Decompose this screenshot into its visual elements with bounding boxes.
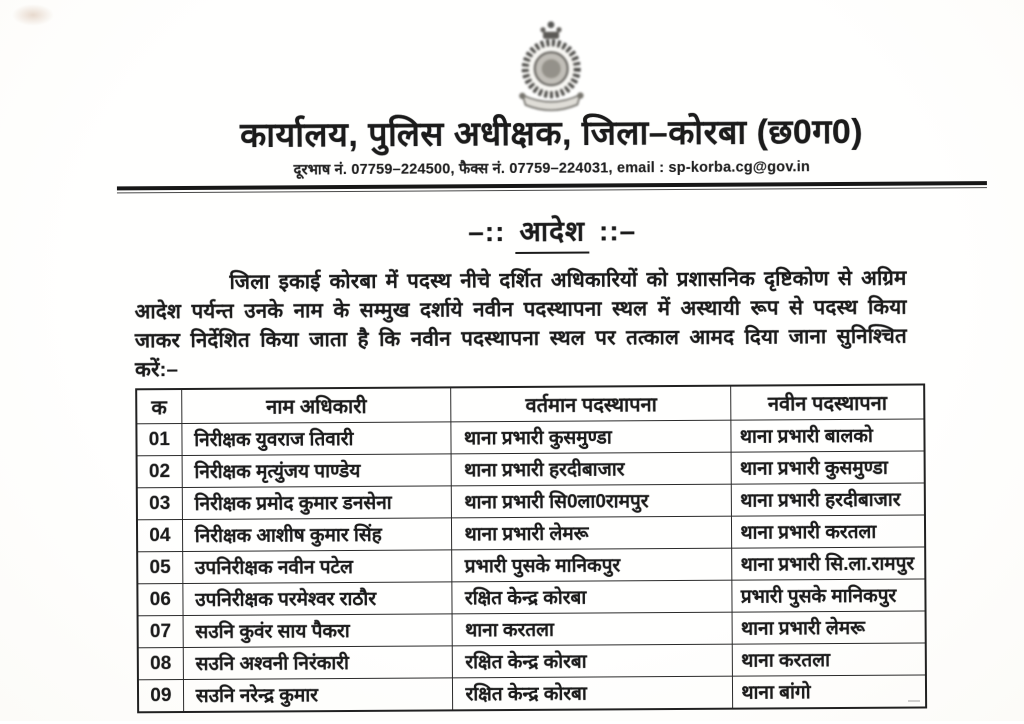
cell-current-posting: रक्षित केन्द्र कोरबा (452, 676, 733, 711)
cell-serial: 04 (136, 519, 183, 552)
cell-officer-name: सउनि नरेन्द्र कुमार (183, 677, 454, 713)
cell-serial: 06 (137, 583, 183, 616)
contact-line: दूरभाष नं. 07759–224500, फैक्स नं. 07759… (293, 158, 811, 179)
table-row: 01 निरीक्षक युवराज तिवारी थाना प्रभारी क… (136, 418, 925, 456)
header-divider (116, 180, 987, 194)
cell-serial: 05 (137, 551, 183, 584)
cell-new-posting: थाना प्रभारी कुसमुण्डा (731, 450, 925, 485)
cell-officer-name: उपनिरीक्षक नवीन पटेल (182, 549, 453, 584)
cell-new-posting: थाना प्रभारी लेमरू (732, 610, 926, 645)
col-header-serial: क (136, 389, 182, 424)
cell-officer-name: सउनि अश्वनी निरंकारी (182, 645, 453, 680)
cell-new-posting: थाना प्रभारी सि.ला.रामपुर (731, 546, 926, 581)
police-emblem-icon (116, 5, 987, 112)
cell-new-posting: थाना प्रभारी बालको (731, 418, 925, 453)
cell-current-posting: थाना प्रभारी सि0ला0रामपुर (451, 484, 732, 518)
table-row: 05 उपनिरीक्षक नवीन पटेल प्रभारी पुसके मा… (137, 546, 926, 584)
scan-artifact (908, 700, 920, 702)
cell-serial: 09 (137, 679, 184, 713)
table-row: 06 उपनिरीक्षक परमेश्वर राठौर रक्षित केन्… (137, 578, 926, 616)
cell-new-posting: थाना प्रभारी करतला (731, 514, 926, 549)
cell-serial: 07 (137, 615, 183, 648)
cell-serial: 03 (136, 487, 183, 520)
order-body-paragraph: जिला इकाई कोरबा में पदस्थ नीचे दर्शित अध… (134, 266, 907, 382)
cell-officer-name: निरीक्षक युवराज तिवारी (181, 421, 452, 456)
order-title-word: आदेश (515, 211, 590, 254)
cell-current-posting: प्रभारी पुसके मानिकपुर (452, 548, 733, 582)
cell-current-posting: थाना प्रभारी कुसमुण्डा (451, 420, 732, 454)
col-header-current: वर्तमान पदस्थापना (451, 385, 732, 422)
col-header-new: नवीन पदस्थापना (731, 384, 925, 421)
order-title-suffix: ::– (598, 215, 637, 247)
table-row: 02 निरीक्षक मृत्युंजय पाण्डेय थाना प्रभा… (136, 450, 925, 488)
scan-smudge (12, 4, 54, 26)
cell-officer-name: उपनिरीक्षक परमेश्वर राठौर (182, 581, 453, 616)
order-title-prefix: –:: (468, 216, 506, 248)
cell-current-posting: थाना प्रभारी लेमरू (451, 516, 732, 550)
table-header-row: क नाम अधिकारी वर्तमान पदस्थापना नवीन पदस… (136, 384, 925, 424)
cell-serial: 08 (137, 647, 184, 680)
table-row: 09 सउनि नरेन्द्र कुमार रक्षित केन्द्र को… (137, 674, 927, 713)
cell-serial: 02 (136, 455, 183, 488)
cell-new-posting: थाना बांगो (732, 674, 927, 709)
cell-officer-name: निरीक्षक मृत्युंजय पाण्डेय (181, 453, 452, 488)
cell-serial: 01 (136, 423, 182, 456)
letterhead: कार्यालय, पुलिस अधीक्षक, जिला–कोरबा (छ0ग… (116, 5, 987, 194)
table-row: 03 निरीक्षक प्रमोद कुमार डनसेना थाना प्र… (136, 482, 925, 520)
cell-new-posting: प्रभारी पुसके मानिकपुर (732, 578, 926, 613)
transfer-table: क नाम अधिकारी वर्तमान पदस्थापना नवीन पदस… (135, 383, 928, 714)
cell-current-posting: रक्षित केन्द्र कोरबा (452, 644, 733, 678)
cell-new-posting: थाना करतला (732, 642, 926, 677)
cell-current-posting: थाना प्रभारी हरदीबाजार (451, 452, 732, 486)
cell-new-posting: थाना प्रभारी हरदीबाजार (731, 482, 925, 517)
cell-officer-name: निरीक्षक प्रमोद कुमार डनसेना (182, 485, 452, 520)
cell-officer-name: सउनि कुवंर साय पैकरा (182, 613, 453, 648)
office-title: कार्यालय, पुलिस अधीक्षक, जिला–कोरबा (छ0ग… (239, 112, 864, 155)
table-row: 07 सउनि कुवंर साय पैकरा थाना करतला थाना … (137, 610, 926, 648)
table-row: 08 सउनि अश्वनी निरंकारी रक्षित केन्द्र क… (137, 642, 926, 680)
cell-current-posting: रक्षित केन्द्र कोरबा (452, 580, 733, 614)
cell-current-posting: थाना करतला (452, 612, 733, 646)
order-title: –:: आदेश::– (117, 209, 987, 256)
cell-officer-name: निरीक्षक आशीष कुमार सिंह (182, 517, 453, 552)
col-header-name: नाम अधिकारी (181, 387, 452, 424)
table-row: 04 निरीक्षक आशीष कुमार सिंह थाना प्रभारी… (136, 514, 926, 552)
